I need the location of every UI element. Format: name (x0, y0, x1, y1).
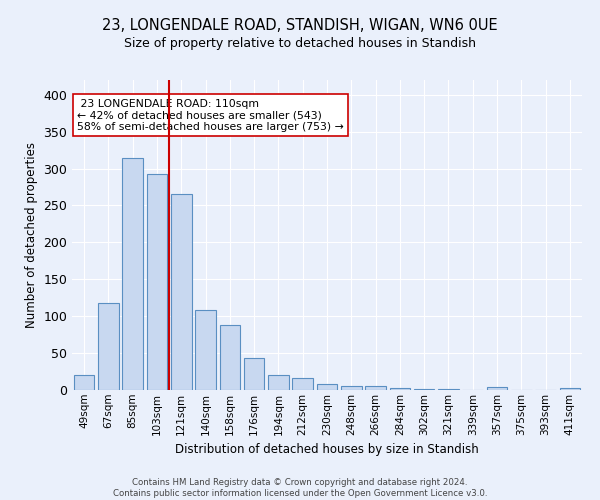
Bar (317, 384, 337, 390)
Bar (414, 388, 434, 390)
X-axis label: Distribution of detached houses by size in Standish: Distribution of detached houses by size … (175, 443, 479, 456)
Text: 23, LONGENDALE ROAD, STANDISH, WIGAN, WN6 0UE: 23, LONGENDALE ROAD, STANDISH, WIGAN, WN… (102, 18, 498, 32)
Bar (171, 194, 191, 390)
Bar (292, 378, 313, 390)
Bar (244, 358, 265, 390)
Y-axis label: Number of detached properties: Number of detached properties (25, 142, 38, 328)
Bar (560, 388, 580, 390)
Text: Contains HM Land Registry data © Crown copyright and database right 2024.
Contai: Contains HM Land Registry data © Crown c… (113, 478, 487, 498)
Bar (220, 325, 240, 390)
Bar (146, 174, 167, 390)
Bar (122, 158, 143, 390)
Bar (365, 386, 386, 390)
Text: Size of property relative to detached houses in Standish: Size of property relative to detached ho… (124, 38, 476, 51)
Bar (268, 375, 289, 390)
Bar (74, 375, 94, 390)
Bar (389, 388, 410, 390)
Bar (98, 303, 119, 390)
Bar (195, 310, 216, 390)
Bar (487, 387, 508, 390)
Bar (341, 386, 362, 390)
Text: 23 LONGENDALE ROAD: 110sqm
← 42% of detached houses are smaller (543)
58% of sem: 23 LONGENDALE ROAD: 110sqm ← 42% of deta… (77, 98, 344, 132)
